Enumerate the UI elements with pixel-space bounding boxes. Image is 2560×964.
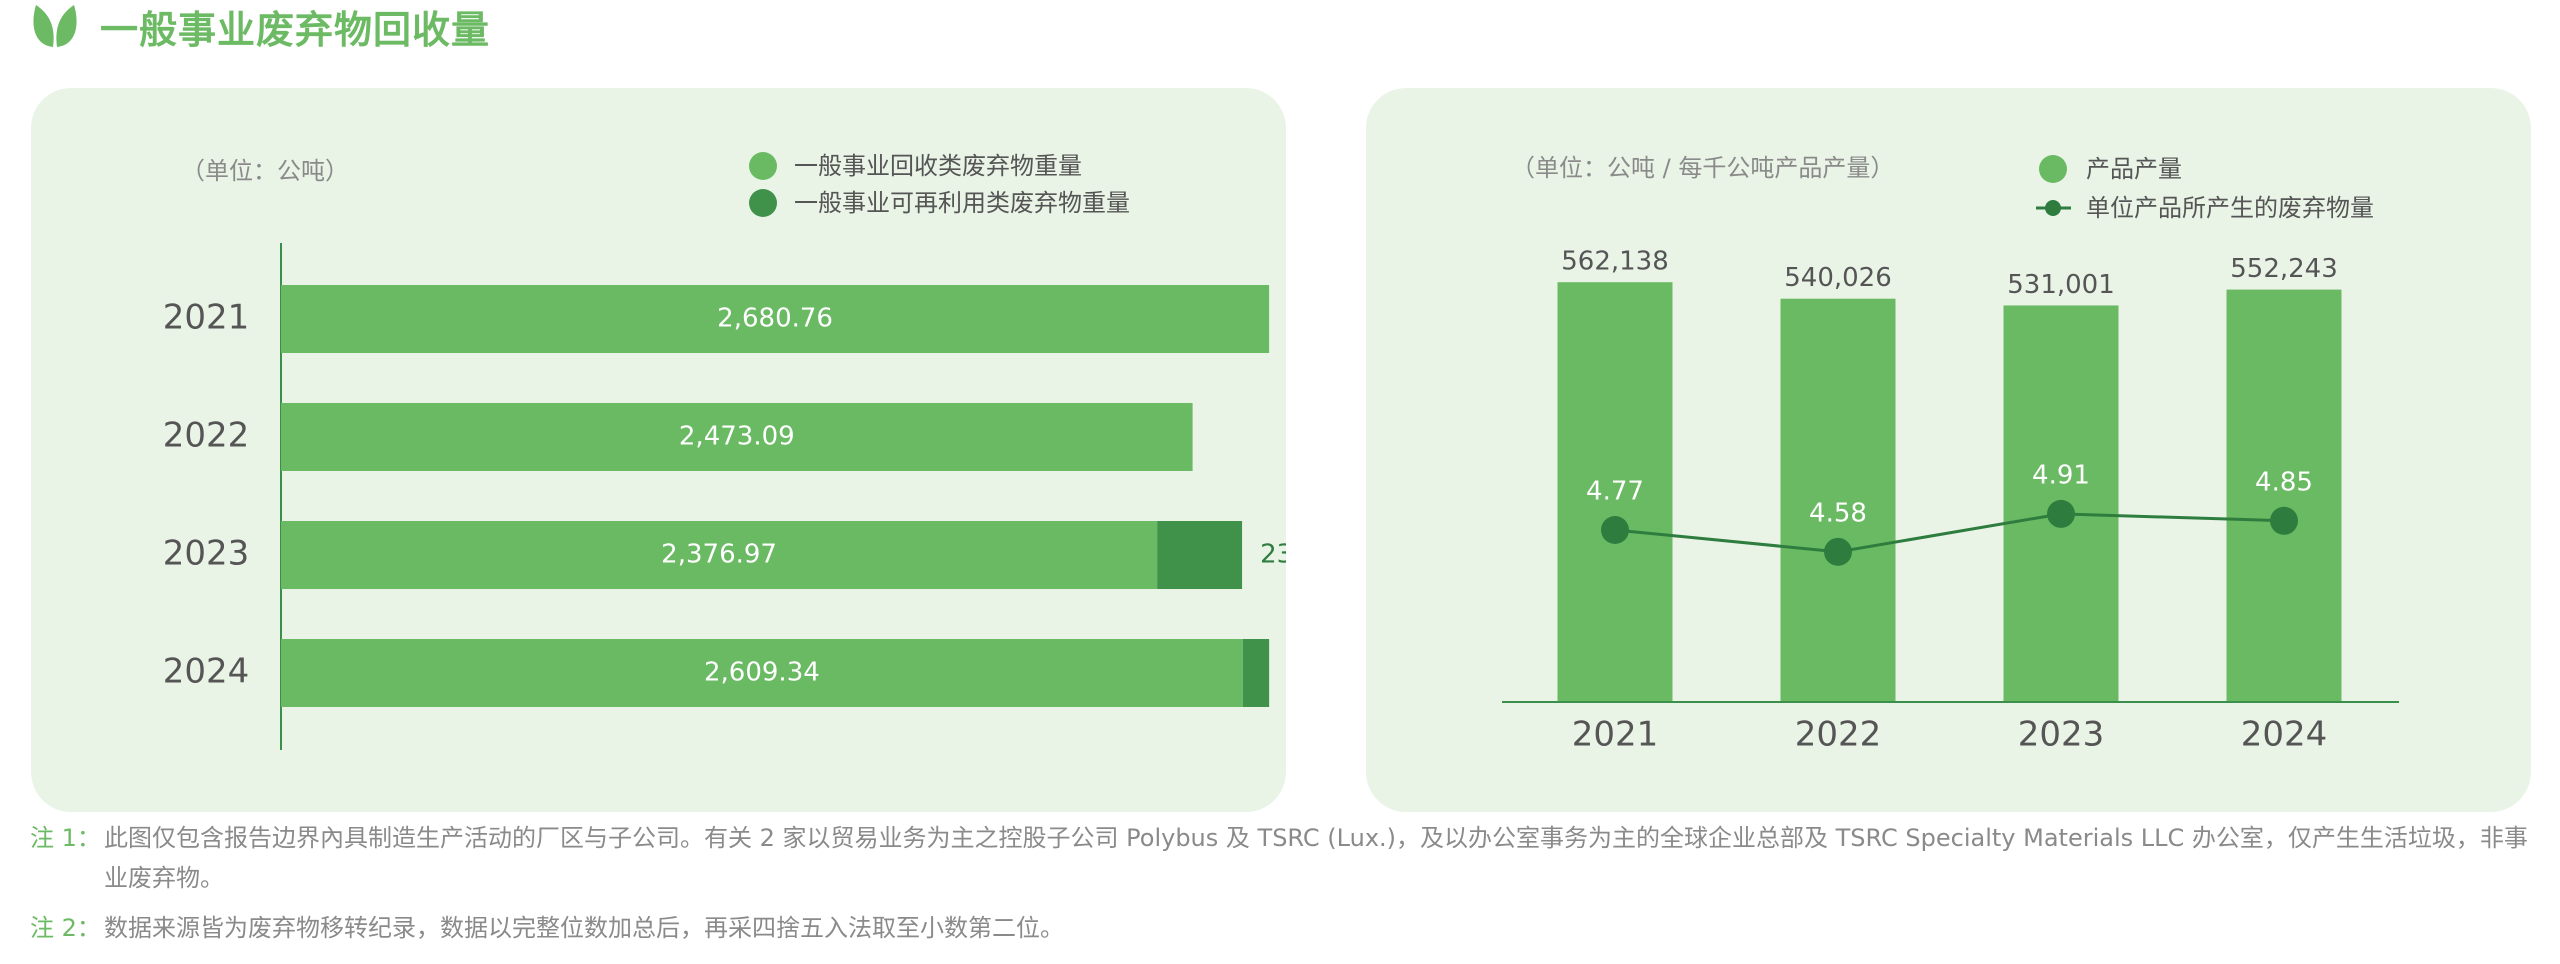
bar-recycled <box>281 639 1243 707</box>
legend-label-waste-rate: 单位产品所产生的废弃物量 <box>2086 194 2374 222</box>
waste-rate-value: 4.77 <box>1586 477 1644 507</box>
waste-rate-value: 4.58 <box>1809 498 1867 528</box>
page-header: 一般事业废弃物回收量 <box>30 0 490 52</box>
note-2-text: 数据来源皆为废弃物移转纪录，数据以完整位数加总后，再采四捨五入法取至小数第二位。 <box>104 914 1064 942</box>
category-label: 2024 <box>163 652 250 692</box>
bar-production <box>2226 289 2342 702</box>
bar-production-value: 552,243 <box>2230 254 2338 284</box>
category-label: 2023 <box>2018 715 2105 755</box>
note-1-text: 此图仅包含报告边界內具制造生产活动的厂区与子公司。有关 2 家以贸易业务为主之控… <box>104 824 2528 892</box>
legend-label-reusable: 一般事业可再利用类废弃物重量 <box>794 189 1130 217</box>
bar-recycled-value: 2,473.09 <box>679 422 795 452</box>
bar-production <box>1780 298 1896 702</box>
note-1: 注 1： 此图仅包含报告边界內具制造生产活动的厂区与子公司。有关 2 家以贸易业… <box>30 818 2540 898</box>
bar-recycled <box>281 285 1270 353</box>
waste-rate-point <box>1824 537 1852 566</box>
waste-rate-point <box>1601 516 1629 544</box>
bar-production-value: 540,026 <box>1784 263 1892 293</box>
bar-recycled <box>281 403 1193 471</box>
bar-reusable <box>1242 639 1270 707</box>
note-2: 注 2： 数据来源皆为废弃物移转纪录，数据以完整位数加总后，再采四捨五入法取至小… <box>30 908 2540 948</box>
category-label: 2021 <box>1572 715 1659 755</box>
production-chart-panel: （单位：公吨 / 每千公吨产品产量） 产品产量单位产品所产生的废弃物量 562,13… <box>1366 88 2531 812</box>
category-label: 2023 <box>163 534 250 574</box>
waste-rate-line <box>1614 512 2285 554</box>
bar-production-value: 562,138 <box>1561 247 1669 277</box>
waste-rate-point <box>2047 499 2075 528</box>
unit-label: （单位：公吨 / 每千公吨产品产量） <box>1511 154 1894 182</box>
legend-swatch-production <box>2039 155 2067 183</box>
notes: 注 1： 此图仅包含报告边界內具制造生产活动的厂区与子公司。有关 2 家以贸易业… <box>30 818 2540 958</box>
category-label: 2022 <box>1795 715 1882 755</box>
bar-recycled-value: 2,376.97 <box>661 540 777 570</box>
bar-reusable <box>1157 521 1243 589</box>
category-label: 2024 <box>2241 715 2328 755</box>
bar-production-value: 531,001 <box>2007 270 2115 300</box>
note-2-label: 注 2： <box>30 914 101 942</box>
legend-label-production: 产品产量 <box>2086 155 2182 183</box>
leaf-icon <box>33 5 77 47</box>
category-label: 2022 <box>163 416 250 456</box>
legend-label-recycled: 一般事业回收类废弃物重量 <box>794 152 1082 180</box>
legend-marker-waste-rate <box>2045 200 2061 216</box>
unit-label: （单位：公吨） <box>181 157 349 185</box>
bar-recycled <box>281 521 1158 589</box>
waste-rate-point <box>2270 506 2298 535</box>
page-title: 一般事业废弃物回收量 <box>100 7 491 52</box>
bar-recycled-value: 2,609.34 <box>704 658 820 688</box>
note-1-label: 注 1： <box>30 824 101 852</box>
legend-swatch-reusable <box>749 189 777 217</box>
waste-rate-value: 4.91 <box>2032 460 2090 490</box>
bar-production <box>1557 282 1673 702</box>
bar-reusable-value: 230.38 <box>1260 540 1286 570</box>
waste-rate-value: 4.85 <box>2255 467 2313 497</box>
category-label: 2021 <box>163 298 250 338</box>
legend-swatch-recycled <box>749 152 777 180</box>
bar-recycled-value: 2,680.76 <box>717 304 833 334</box>
waste-chart-panel: （单位：公吨） 一般事业回收类废弃物重量一般事业可再利用类废弃物重量 2021 2,6… <box>31 88 1286 812</box>
